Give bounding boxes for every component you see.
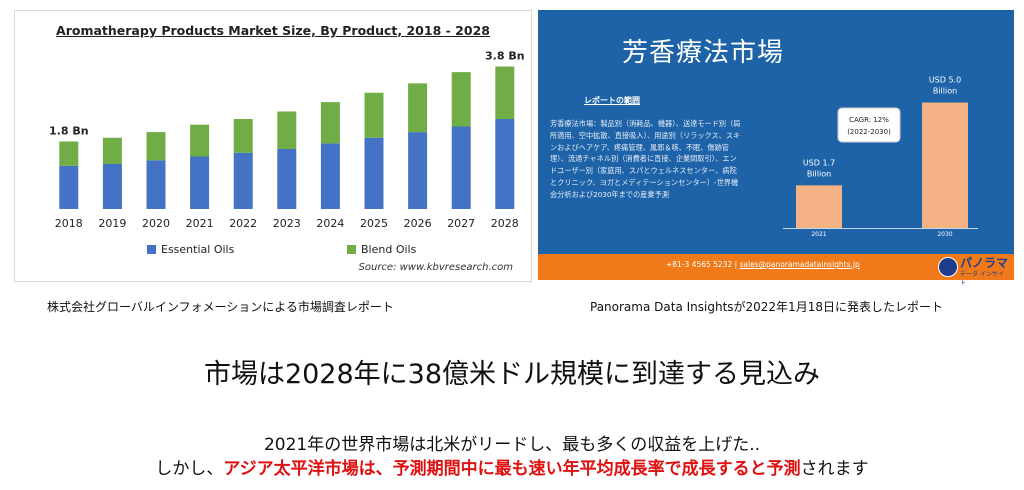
- footer-contact: +81-3 4565 5232 | sales@panoramadatainsi…: [666, 260, 860, 269]
- logo-main-text: パノラマ: [960, 256, 1009, 270]
- summary-line-2-highlight: アジア太平洋市場は、予測期間中に最も速い年平均成長率で成長すると予測: [223, 459, 801, 479]
- bar-blend-2023: [277, 111, 297, 149]
- value-label: USD 1.7: [803, 158, 835, 167]
- x-tick-label: 2021: [811, 231, 826, 238]
- x-tick-label: 2024: [316, 217, 344, 230]
- right-chart-svg: USD 1.7 Billion 2021 USD 5.0 Billion 2030 CAGR…: [783, 76, 978, 238]
- legend-label: Blend Oils: [361, 243, 417, 256]
- x-tick-label: 2019: [98, 217, 126, 230]
- bar-blend-2018: [59, 141, 79, 166]
- legend-swatch: [347, 245, 356, 254]
- report-scope-heading: レポートの範囲: [584, 96, 640, 105]
- footer-phone: +81-3 4565 5232: [666, 260, 733, 269]
- data-label: 3.8 Bn: [485, 50, 525, 63]
- bar-2021: [796, 185, 842, 228]
- bar-essential-2018: [59, 165, 79, 209]
- panorama-logo: パノラマ データ インサイト: [938, 256, 1009, 287]
- bar-blend-2027: [451, 72, 471, 127]
- bar-2030: [922, 102, 968, 228]
- bar-essential-2022: [233, 152, 253, 209]
- left-caption: 株式会社グローバルインフォメーションによる市場調査レポート: [47, 300, 394, 314]
- report-scope-body: 芳香療法市場：製品別（消耗品、機器）、送達モード別（局所適用、空中拡散、直接吸入…: [550, 119, 741, 199]
- logo-globe-icon: [938, 257, 958, 277]
- value-label: USD 5.0: [929, 76, 961, 85]
- x-tick-label: 2023: [273, 217, 301, 230]
- bar-blend-2021: [190, 124, 210, 157]
- x-tick-label: 2030: [937, 231, 952, 238]
- bar-blend-2025: [364, 92, 384, 138]
- x-tick-label: 2022: [229, 217, 257, 230]
- bar-essential-2019: [102, 164, 122, 209]
- summary-line-2-suffix: されます: [800, 459, 869, 479]
- value-label: Billion: [807, 169, 831, 178]
- summary-line-1: 2021年の世界市場は北米がリードし、最も多くの収益を上げた..: [263, 435, 761, 455]
- left-chart-svg: 2018 1.8 Bn 2019 2020 2021 2022 2023 2024 2025 20…: [49, 50, 525, 257]
- bar-essential-2021: [190, 156, 210, 209]
- bar-blend-2020: [146, 132, 166, 161]
- right-caption: Panorama Data Insightsが2022年1月18日に発表したレポ…: [590, 300, 943, 314]
- summary-line-2: しかし、アジア太平洋市場は、予測期間中に最も速い年平均成長率で成長すると予測され…: [0, 454, 1024, 479]
- bar-essential-2020: [146, 160, 166, 209]
- cagr-label: CAGR: 12%: [849, 116, 889, 124]
- bar-blend-2024: [320, 102, 340, 144]
- left-chart-title: Aromatherapy Products Market Size, By Pr…: [56, 23, 490, 38]
- left-chart-card: Aromatherapy Products Market Size, By Pr…: [14, 10, 532, 282]
- x-tick-label: 2021: [186, 217, 214, 230]
- bar-essential-2024: [320, 143, 340, 209]
- bar-essential-2025: [364, 137, 384, 209]
- report-scope-box: レポートの範囲 芳香療法市場：製品別（消耗品、機器）、送達モード別（局所適用、空…: [548, 90, 743, 250]
- bar-blend-2026: [408, 83, 428, 133]
- headline: 市場は2028年に38億米ドル規模に到達する見込み: [203, 359, 821, 390]
- logo-sub-text: データ インサイト: [960, 271, 1004, 287]
- x-tick-label: 2026: [404, 217, 432, 230]
- left-chart-source: Source: www.kbvresearch.com: [358, 262, 513, 273]
- bar-essential-2026: [408, 132, 428, 209]
- x-tick-label: 2027: [447, 217, 475, 230]
- x-tick-label: 2028: [491, 217, 519, 230]
- x-tick-label: 2018: [55, 217, 83, 230]
- legend-swatch: [147, 245, 156, 254]
- x-tick-label: 2025: [360, 217, 388, 230]
- contact-footer: +81-3 4565 5232 | sales@panoramadatainsi…: [538, 254, 1014, 287]
- bar-essential-2023: [277, 149, 297, 209]
- bar-blend-2022: [233, 119, 253, 153]
- bar-essential-2027: [451, 126, 471, 209]
- summary-line-2-prefix: しかし、: [155, 459, 224, 479]
- bar-blend-2028: [495, 66, 515, 119]
- right-chart-card: 芳香療法市場 レポートの範囲 芳香療法市場：製品別（消耗品、機器）、送達モード別…: [538, 10, 1014, 287]
- data-label: 1.8 Bn: [49, 125, 89, 138]
- bar-essential-2028: [495, 119, 515, 209]
- right-chart-title: 芳香療法市場: [621, 38, 784, 68]
- legend-label: Essential Oils: [161, 243, 235, 256]
- cagr-period: (2022-2030): [847, 128, 891, 136]
- bar-blend-2019: [102, 137, 122, 164]
- value-label: Billion: [933, 87, 957, 96]
- cagr-box: [837, 107, 901, 143]
- footer-separator: |: [734, 260, 738, 269]
- footer-email-link[interactable]: sales@panoramadatainsights.jp: [739, 260, 860, 269]
- x-tick-label: 2020: [142, 217, 170, 230]
